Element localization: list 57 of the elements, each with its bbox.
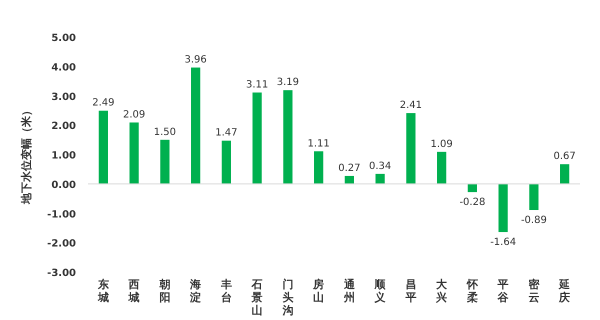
bar — [529, 184, 538, 210]
bar — [130, 122, 139, 184]
bar — [344, 176, 354, 184]
data-label: -0.89 — [520, 215, 547, 226]
x-tick-label: 朝阳 — [158, 278, 170, 304]
data-label: 2.09 — [122, 109, 146, 120]
data-label: 1.11 — [307, 138, 330, 150]
bar — [560, 164, 570, 184]
x-tick-label: 丰台 — [220, 278, 232, 304]
bar — [160, 140, 170, 184]
y-tick-label: 3.00 — [51, 92, 76, 103]
y-axis-title: 地下水位变幅（米） — [20, 105, 33, 205]
x-tick-label: 平谷 — [496, 278, 510, 304]
bar — [283, 90, 292, 184]
bar — [222, 140, 231, 184]
data-label: 1.47 — [215, 128, 238, 139]
x-tick-label: 密云 — [528, 278, 540, 304]
data-label: -1.64 — [490, 237, 516, 248]
x-tick-label: 西城 — [128, 278, 140, 304]
data-label: 0.67 — [553, 151, 576, 162]
data-label: 2.49 — [92, 98, 115, 109]
bar — [98, 110, 108, 184]
x-tick-label: 门头沟 — [281, 278, 294, 317]
data-label: 3.11 — [246, 80, 268, 91]
data-label: 2.41 — [400, 100, 422, 112]
y-tick-label: 5.00 — [51, 33, 76, 44]
y-tick-label: -1.00 — [47, 209, 76, 220]
data-label: 1.09 — [430, 138, 453, 150]
bar — [252, 92, 262, 184]
data-label: -0.28 — [459, 197, 486, 208]
x-tick-label: 昌平 — [404, 278, 416, 304]
y-tick-label: -3.00 — [47, 268, 76, 279]
x-tick-label: 房山 — [312, 278, 324, 304]
x-tick-label: 大兴 — [435, 278, 448, 304]
data-label: 3.96 — [184, 54, 207, 66]
x-tick-label: 海淀 — [189, 278, 202, 304]
y-tick-label: 4.00 — [51, 62, 76, 74]
x-tick-label: 通州 — [342, 278, 356, 304]
y-tick-label: -2.00 — [47, 238, 76, 250]
x-tick-label: 顺义 — [374, 278, 387, 304]
bar — [314, 151, 324, 184]
y-tick-label: 1.00 — [51, 150, 76, 162]
y-tick-label: 0.00 — [51, 180, 76, 191]
data-label: 0.27 — [338, 162, 361, 174]
bar — [191, 68, 200, 184]
x-tick-label: 怀柔 — [466, 278, 479, 304]
data-label: 0.34 — [368, 160, 392, 172]
bar — [437, 152, 446, 184]
data-label: 3.19 — [276, 77, 300, 88]
x-tick-label: 东城 — [96, 278, 109, 304]
bar — [498, 184, 508, 232]
x-tick-label: 石景山 — [250, 278, 263, 317]
bar — [376, 174, 385, 184]
data-label: 1.50 — [154, 126, 176, 138]
x-tick-label: 延庆 — [558, 278, 570, 304]
y-tick-label: 2.00 — [51, 121, 76, 132]
bar — [406, 113, 416, 184]
